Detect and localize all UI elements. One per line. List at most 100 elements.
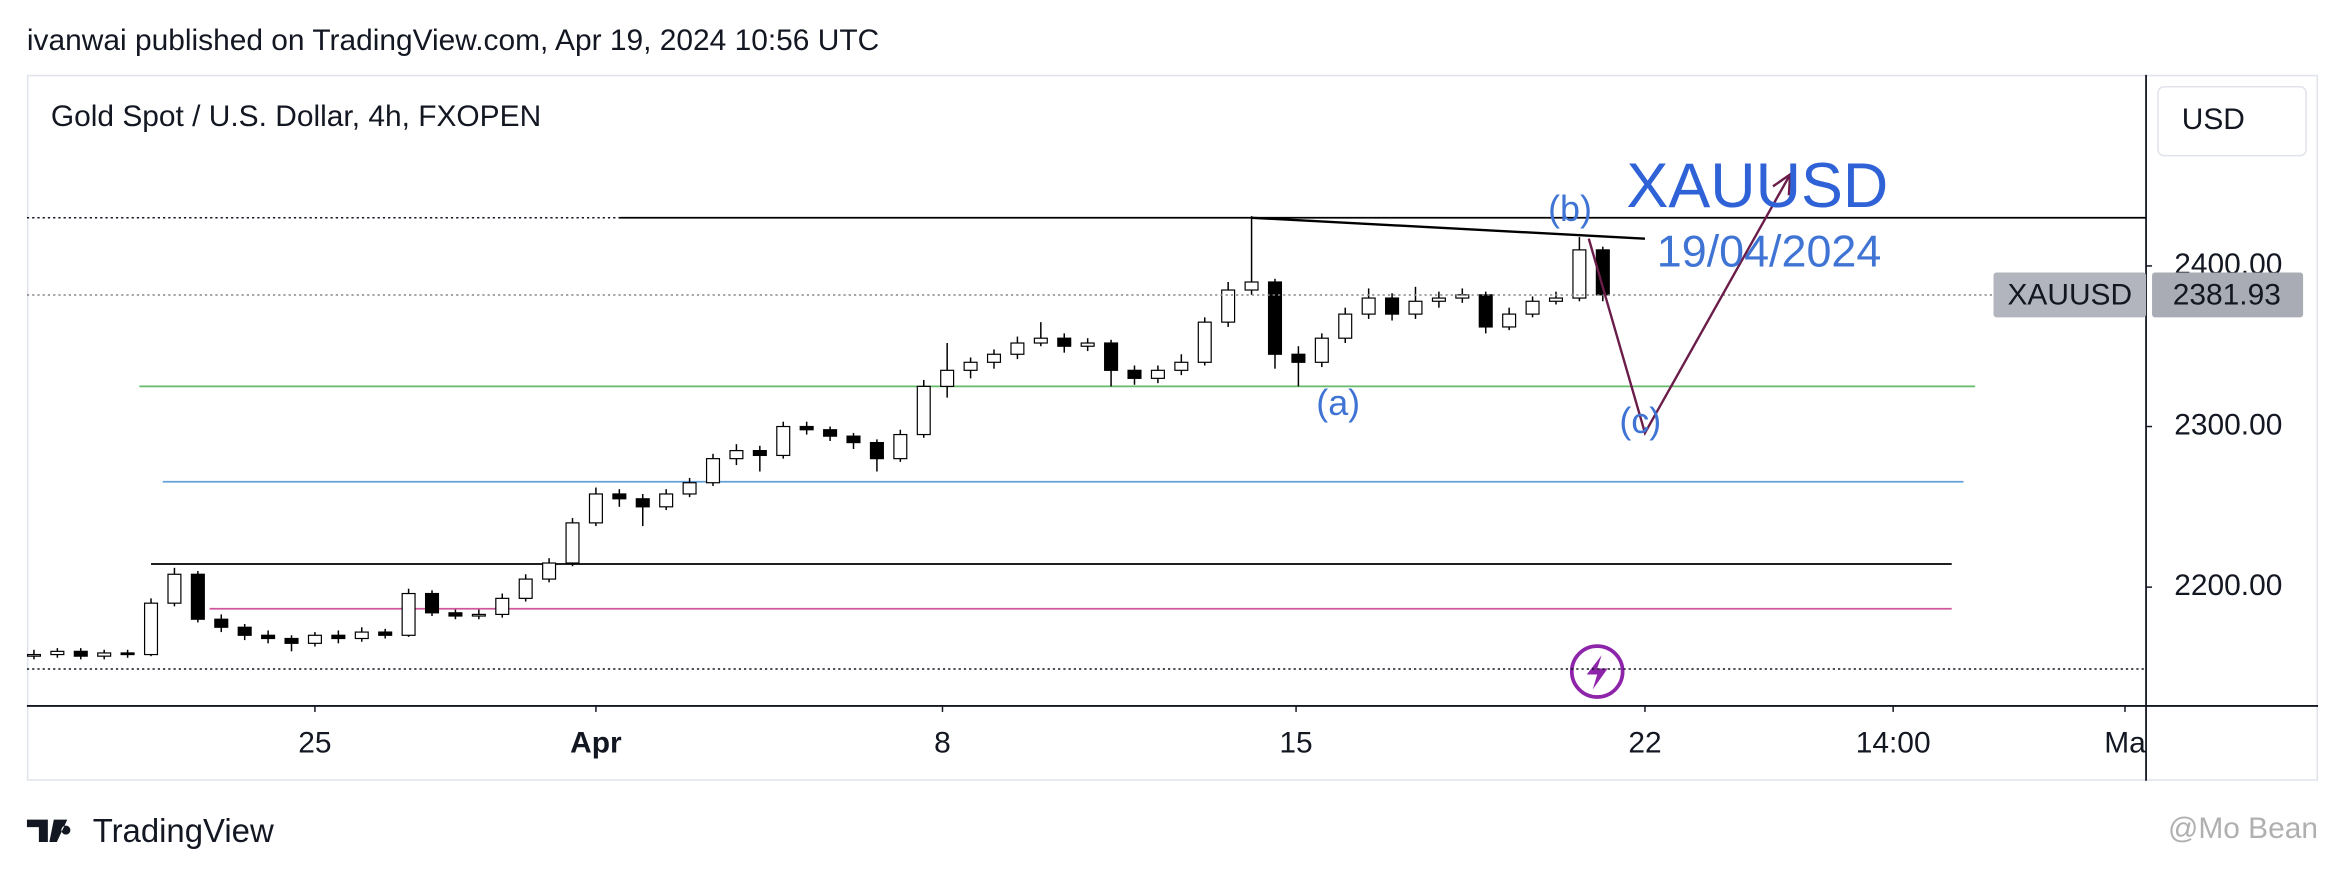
annotation: 19/04/2024 [1657,226,1882,277]
alert-bolt [1586,655,1608,690]
annotation: (a) [1316,383,1360,423]
watermark: @Mo Bean [2168,812,2318,845]
candle-body [542,562,557,580]
currency-label: USD [2182,103,2245,136]
x-tick-label: 14:00 [1856,727,1931,760]
candle-body [846,435,861,444]
candle-body [167,573,182,604]
candle-body [752,450,767,457]
candle-body [190,573,205,620]
candle-body [635,498,650,508]
candle-body [261,634,276,640]
candle-body [1150,369,1165,379]
candle-body [682,482,697,495]
arrow-head [1772,172,1792,196]
candle-body [1057,337,1072,347]
candle-body [1174,361,1189,371]
y-tick-label: 2300.00 [2174,408,2282,441]
candle-body [471,613,486,617]
candle-body [424,592,440,614]
publisher-line: ivanwai published on TradingView.com, Ap… [27,24,879,57]
candle-body [331,634,346,640]
candle-body [1548,297,1564,302]
annotation: XAUUSD [1626,151,1888,221]
brand-logo [26,819,71,843]
candle-body [799,425,814,431]
candle-body [50,650,65,656]
candle-body [1502,313,1517,328]
currency-button[interactable] [2157,86,2307,157]
candle-body [869,441,884,460]
chart-title: Gold Spot / U.S. Dollar, 4h, FXOPEN [51,100,541,133]
candle-body [1104,342,1119,371]
candle-body [963,361,978,371]
candle-body [1080,342,1095,347]
candle-body [1010,342,1025,355]
candle-body [354,631,369,640]
candle-body [1244,281,1259,291]
candle-body [916,385,931,436]
x-tick-label: 8 [934,727,951,760]
candle-body [214,618,229,628]
last-price-name-box [1993,272,2147,318]
chart-frame [26,74,2319,781]
candle-body [1267,281,1283,355]
candle-body [1525,300,1540,315]
last-price-name: XAUUSD [2007,278,2132,311]
alert-icon[interactable] [1569,644,1625,699]
last-price-box [2152,272,2304,318]
candle-body [588,493,603,524]
candle-body [97,652,112,657]
candle-body [1291,353,1306,363]
candle-body [1408,300,1423,315]
candle-body [986,353,1002,363]
candle-body [1221,289,1236,323]
candle-body [143,602,159,656]
candle-body [120,652,135,656]
brand-name: TradingView [93,812,274,849]
x-tick-label: Ma [2104,727,2146,760]
candle-body [823,429,838,437]
candle-body [1431,297,1446,302]
candle-body [940,369,955,387]
candle-body [284,637,299,644]
candle-body [1385,297,1400,315]
candle-body [1033,337,1048,344]
candle-body [1572,249,1587,299]
candle-body [448,612,463,617]
candle-body [659,493,674,508]
candle-body [776,425,791,457]
candle-body [705,458,721,484]
candle-body [729,450,744,460]
trend-line [1251,216,1646,240]
candle-body [378,631,393,636]
candle-body [893,433,908,460]
candle-body [1197,321,1212,363]
x-tick-label: 15 [1279,727,1312,760]
annotation: (b) [1548,189,1592,229]
candle-body [495,597,510,616]
candle-body [565,522,580,564]
trend-line [1587,173,1792,437]
candle-body [401,592,416,636]
last-price-value: 2381.93 [2173,278,2281,311]
x-tick-label: Apr [570,727,622,760]
candle-body [1127,369,1142,379]
y-tick-label: 2200.00 [2174,569,2282,602]
candle-body [307,634,322,644]
candle-body [1338,313,1353,339]
candle-body [1361,297,1376,315]
candle-body [26,653,41,657]
x-tick-label: 25 [298,727,331,760]
candle-body [612,493,627,500]
x-tick-label: 22 [1628,727,1661,760]
candle-body [518,578,533,599]
candle-body [1478,294,1493,328]
candle-body [1314,337,1329,363]
candle-body [237,626,252,636]
candle-body [73,650,88,657]
